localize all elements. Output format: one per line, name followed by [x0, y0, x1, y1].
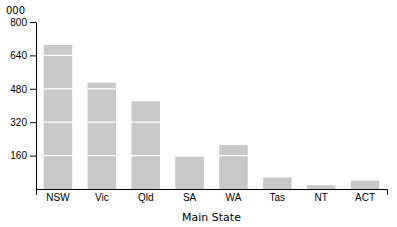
y-tick-mark	[30, 55, 36, 56]
x-tick: NSW	[46, 192, 70, 203]
x-tick-label: NT	[315, 192, 328, 203]
bar	[263, 178, 292, 189]
x-tick-label: WA	[226, 192, 242, 203]
x-axis-label: Main State	[182, 211, 241, 224]
y-tick: 480	[10, 84, 36, 95]
x-tick: ACT	[355, 192, 375, 203]
chart: NSW Vic Qld SA WA Tas NT ACT 160 320 480 640 800 Main…	[0, 0, 397, 227]
bar	[307, 185, 336, 189]
x-tick-label: Vic	[95, 192, 109, 203]
x-tick: WA	[226, 192, 242, 203]
x-tick-label: Tas	[270, 192, 286, 203]
x-tick: Vic	[95, 192, 109, 203]
x-axis-line	[37, 190, 388, 196]
bar	[44, 45, 73, 189]
y-tick-label: 480	[10, 84, 27, 95]
bar	[351, 181, 380, 189]
x-tick: SA	[183, 192, 197, 203]
grid-line	[36, 55, 387, 56]
y-tick: 320	[10, 117, 36, 128]
y-tick: 160	[10, 150, 36, 161]
y-tick-label: 800	[10, 17, 27, 28]
y-tick-mark	[30, 122, 36, 123]
bar	[175, 157, 204, 189]
grid-line	[36, 155, 387, 156]
x-tick-label: NSW	[46, 192, 70, 203]
grid-line	[36, 22, 387, 23]
y-tick-label: 160	[10, 150, 27, 161]
y-tick-mark	[30, 89, 36, 90]
y-tick-mark	[30, 156, 36, 157]
y-axis-line	[36, 23, 37, 190]
y-axis: 160 320 480 640 800	[10, 17, 36, 190]
y-axis-label: 000	[6, 5, 25, 16]
y-tick-label: 320	[10, 117, 27, 128]
x-tick: Tas	[270, 192, 286, 203]
bar	[88, 83, 117, 189]
bar	[219, 145, 248, 189]
x-tick-label: SA	[183, 192, 197, 203]
x-tick: Qld	[138, 192, 154, 203]
marks	[36, 22, 387, 189]
y-tick-mark	[30, 22, 36, 23]
grid-line	[36, 122, 387, 123]
x-tick-label: ACT	[355, 192, 375, 203]
x-tick-label: Qld	[138, 192, 154, 203]
bar	[131, 101, 160, 189]
y-tick: 800	[10, 17, 36, 28]
grid-line	[36, 88, 387, 89]
y-tick: 640	[10, 50, 36, 61]
y-tick-label: 640	[10, 50, 27, 61]
x-tick: NT	[315, 192, 328, 203]
x-axis: NSW Vic Qld SA WA Tas NT ACT	[37, 190, 388, 204]
plot: NSW Vic Qld SA WA Tas NT ACT 160 320 480 640 800	[10, 17, 387, 203]
